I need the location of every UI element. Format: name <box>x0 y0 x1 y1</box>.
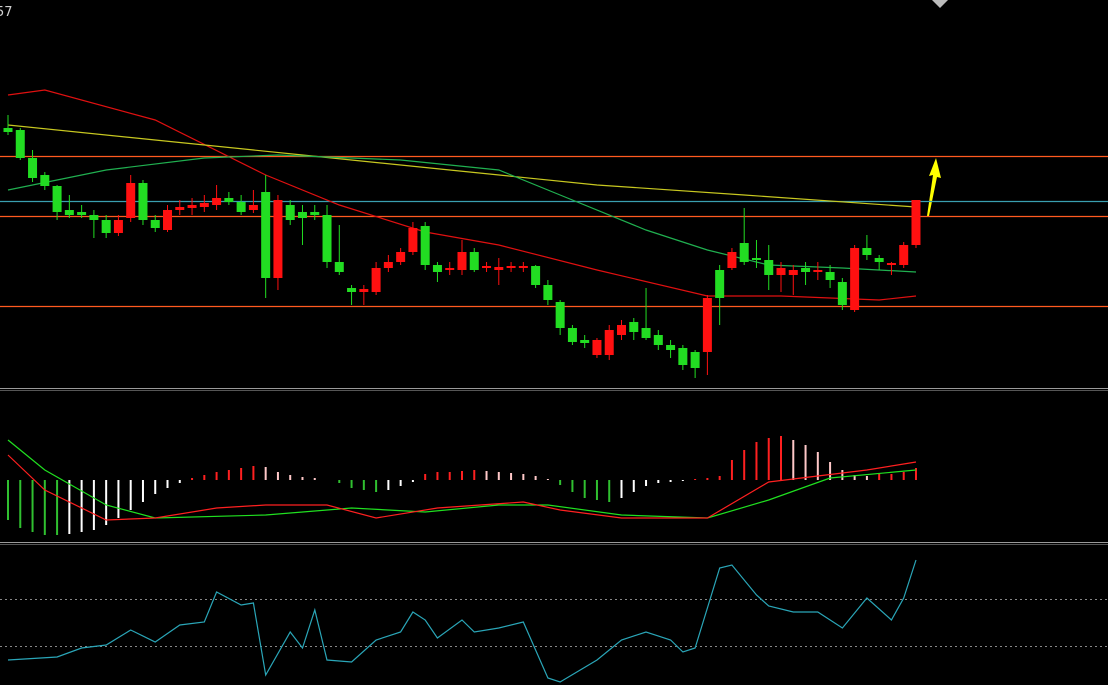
candle-body <box>543 285 553 300</box>
candle-body <box>666 345 676 350</box>
candle-body <box>702 298 712 352</box>
candle-body <box>739 243 749 262</box>
candle-body <box>715 270 725 298</box>
candle-body <box>187 205 197 208</box>
candle-body <box>199 203 209 207</box>
candle-body <box>445 268 455 270</box>
candle-body <box>40 175 50 186</box>
candle-body <box>788 270 798 275</box>
candle-body <box>163 210 173 230</box>
candle-body <box>297 212 307 218</box>
candle-body <box>101 220 111 233</box>
candle-body <box>138 183 148 220</box>
candle-body <box>604 330 614 355</box>
indicator-line <box>7 559 917 683</box>
candle-body <box>273 200 283 278</box>
candle-body <box>874 258 884 262</box>
candle-body <box>150 220 160 228</box>
candle-body <box>482 266 492 268</box>
candle-body <box>751 258 761 260</box>
candle-body <box>617 325 626 335</box>
candle-body <box>469 252 479 270</box>
candle-body <box>359 289 369 292</box>
candle-body <box>690 352 700 368</box>
candle-body <box>678 348 688 365</box>
candle-body <box>15 130 25 158</box>
candle-body <box>322 215 332 262</box>
candle-body <box>396 252 406 262</box>
candle-body <box>261 192 271 278</box>
candle-body <box>175 207 185 210</box>
candle-body <box>555 302 565 328</box>
candle-body <box>3 128 13 132</box>
candle-body <box>911 200 921 245</box>
price-label: 57 <box>0 5 13 20</box>
candle-body <box>862 248 872 255</box>
candle-body <box>28 158 38 178</box>
candle-body <box>801 268 811 272</box>
candle-body <box>592 340 602 355</box>
candle-body <box>494 267 504 270</box>
macd-line <box>7 439 917 519</box>
candle-body <box>886 263 896 265</box>
macd-line <box>7 454 917 521</box>
candle-body <box>825 272 835 280</box>
candle-body <box>837 282 847 305</box>
candle-body <box>531 266 541 285</box>
candle-body <box>850 248 860 310</box>
candle-body <box>408 228 418 252</box>
candle-body <box>518 266 528 268</box>
candle-body <box>236 202 246 212</box>
candle-body <box>285 205 295 220</box>
candle-body <box>248 205 258 210</box>
candle-body <box>457 252 467 270</box>
arrow <box>927 158 941 216</box>
candle-body <box>64 210 74 215</box>
menu-icon[interactable] <box>932 0 948 8</box>
candle-body <box>113 220 123 233</box>
candle-body <box>371 268 381 292</box>
moving-average <box>7 89 917 301</box>
candle-body <box>334 262 344 272</box>
candle-body <box>776 268 786 275</box>
candle-body <box>899 245 909 265</box>
candle-body <box>641 328 651 338</box>
candle-body <box>77 212 87 215</box>
candle-body <box>347 288 357 292</box>
candle-body <box>212 198 222 205</box>
candle-body <box>383 262 393 268</box>
candle-body <box>310 212 320 215</box>
candle-body <box>629 322 639 332</box>
candle-body <box>506 266 516 268</box>
candle-body <box>126 183 136 218</box>
candle-body <box>420 226 430 265</box>
candle-body <box>432 265 442 272</box>
candle-body <box>727 252 737 268</box>
candle-body <box>52 186 62 212</box>
candle-body <box>89 215 99 220</box>
candle-body <box>653 335 663 345</box>
moving-average <box>7 124 917 208</box>
candle-body <box>567 328 577 342</box>
candle-body <box>224 198 234 202</box>
candle-body <box>813 270 823 272</box>
candle-body <box>764 260 774 275</box>
candle-body <box>580 340 590 343</box>
